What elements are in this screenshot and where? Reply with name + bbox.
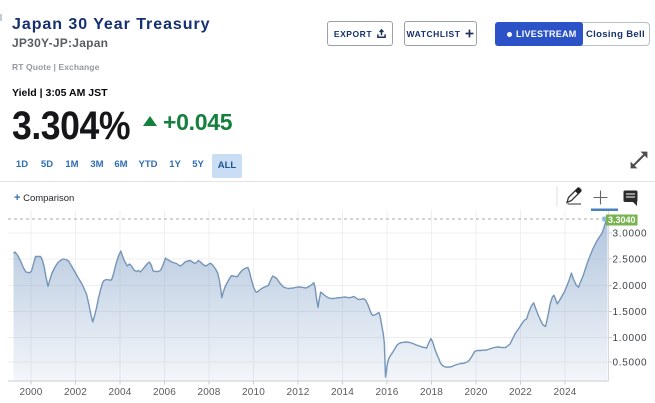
svg-text:2000: 2000: [19, 387, 42, 398]
svg-text:2.5000: 2.5000: [613, 255, 648, 266]
svg-text:2022: 2022: [509, 387, 532, 398]
svg-text:0.5000: 0.5000: [613, 358, 648, 369]
svg-text:3.0000: 3.0000: [613, 229, 648, 240]
svg-text:2012: 2012: [286, 387, 309, 398]
svg-text:2002: 2002: [64, 387, 87, 398]
svg-text:2.0000: 2.0000: [613, 281, 648, 292]
svg-text:2014: 2014: [331, 387, 354, 398]
svg-text:2010: 2010: [242, 387, 265, 398]
svg-text:1.5000: 1.5000: [613, 307, 648, 318]
svg-text:2008: 2008: [197, 387, 220, 398]
svg-text:2006: 2006: [153, 387, 176, 398]
svg-text:2020: 2020: [464, 387, 487, 398]
svg-text:1.0000: 1.0000: [613, 333, 648, 344]
svg-text:3.3040: 3.3040: [608, 215, 636, 225]
svg-text:2016: 2016: [375, 387, 398, 398]
svg-text:2018: 2018: [420, 387, 443, 398]
svg-text:2024: 2024: [553, 387, 576, 398]
svg-text:2004: 2004: [108, 387, 131, 398]
